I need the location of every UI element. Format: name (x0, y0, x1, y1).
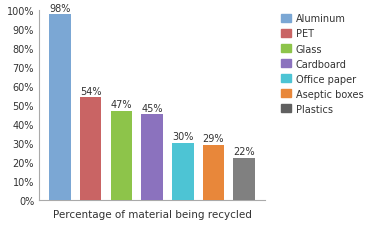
Text: 30%: 30% (172, 132, 193, 142)
X-axis label: Percentage of material being recycled: Percentage of material being recycled (53, 209, 252, 219)
Text: 98%: 98% (50, 4, 71, 14)
Bar (111, 111, 132, 200)
Text: 54%: 54% (80, 86, 101, 96)
Bar (141, 115, 163, 200)
Bar (172, 143, 193, 200)
Bar (49, 15, 71, 200)
Bar (234, 158, 255, 200)
Text: 47%: 47% (111, 100, 132, 110)
Text: 29%: 29% (203, 134, 224, 144)
Text: 22%: 22% (233, 147, 255, 157)
Text: 45%: 45% (141, 104, 163, 114)
Bar (203, 145, 224, 200)
Legend: Aluminum, PET, Glass, Cardboard, Office paper, Aseptic boxes, Plastics: Aluminum, PET, Glass, Cardboard, Office … (279, 12, 365, 116)
Bar (80, 98, 101, 200)
